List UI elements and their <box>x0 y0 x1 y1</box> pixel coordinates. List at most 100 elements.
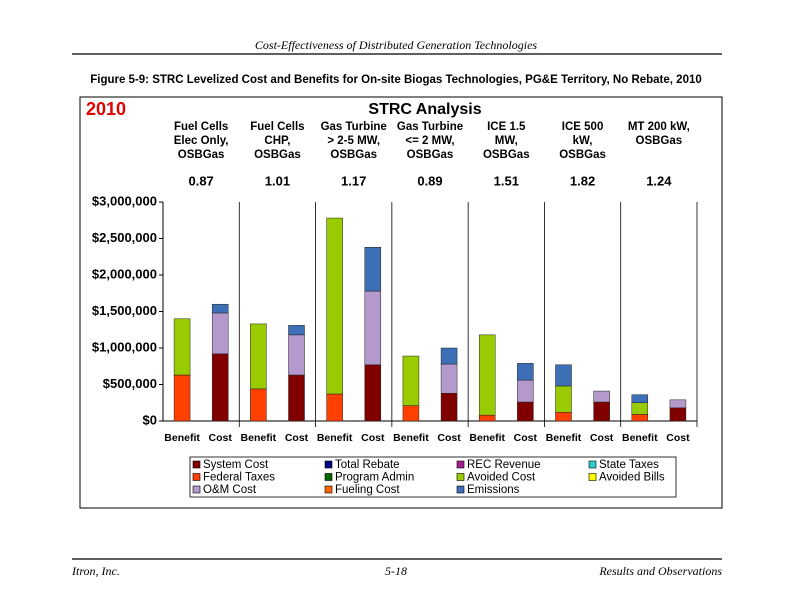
bar-segment <box>173 374 191 422</box>
group-label: OSBGas <box>407 149 454 161</box>
legend-swatch <box>456 485 465 494</box>
legend-swatch <box>192 460 201 469</box>
bar-segment <box>364 290 382 366</box>
legend-label: Program Admin <box>335 472 414 484</box>
bar-segment <box>288 334 305 376</box>
y-tick-label: $2,500,000 <box>92 230 157 245</box>
legend-swatch <box>324 485 333 494</box>
x-tick-label: Cost <box>437 432 461 444</box>
legend-label: REC Revenue <box>467 459 541 471</box>
legend-label: Emissions <box>467 484 520 496</box>
bar-segment <box>364 364 382 422</box>
legend-label: O&M Cost <box>203 484 257 496</box>
bar-segment <box>211 353 229 422</box>
group-label: OSBGas <box>483 149 530 161</box>
bar-segment <box>250 323 267 390</box>
bar-segment <box>517 401 534 422</box>
x-tick-label: Cost <box>209 432 233 444</box>
legend-swatch <box>324 473 333 481</box>
benefit-cost-ratio: 0.87 <box>188 173 213 188</box>
bar-segment <box>211 303 229 314</box>
legend-swatch <box>192 473 201 481</box>
legend-label: Total Rebate <box>335 459 400 471</box>
group-label: > 2-5 MW, <box>327 135 380 147</box>
bar-segment <box>478 334 496 416</box>
bar-segment <box>478 414 496 422</box>
benefit-cost-ratio: 1.17 <box>341 173 366 188</box>
benefit-cost-ratio: 1.01 <box>265 173 290 188</box>
group-label: ICE 500 <box>562 121 604 133</box>
bar-segment <box>402 355 420 406</box>
group-label: OSBGas <box>330 149 377 161</box>
legend-label: State Taxes <box>599 459 659 471</box>
group-label: CHP, <box>264 135 290 147</box>
bar-segment <box>555 364 572 387</box>
group-label: OSBGas <box>254 149 301 161</box>
bar-segment <box>288 325 305 336</box>
y-tick-label: $2,000,000 <box>92 266 157 281</box>
x-tick-label: Benefit <box>393 432 429 444</box>
chart-frame <box>79 96 723 509</box>
y-tick-label: $500,000 <box>103 376 157 391</box>
bar-segment <box>173 318 191 376</box>
legend-swatch <box>588 460 597 469</box>
benefit-cost-ratio: 1.51 <box>494 173 519 188</box>
footer-center: 5-18 <box>385 564 407 578</box>
bar-segment <box>517 379 534 403</box>
bar-segment <box>555 411 572 422</box>
group-label: MT 200 kW, <box>628 121 690 133</box>
benefit-cost-ratio: 1.82 <box>570 173 595 188</box>
bar-segment <box>631 414 649 422</box>
x-tick-label: Cost <box>285 432 309 444</box>
x-tick-label: Cost <box>361 432 385 444</box>
group-label: Fuel Cells <box>174 121 228 133</box>
x-tick-label: Cost <box>514 432 538 444</box>
group-label: Fuel Cells <box>250 121 304 133</box>
bar-segment <box>402 405 420 422</box>
benefit-cost-ratio: 0.89 <box>417 173 442 188</box>
bar-segment <box>250 388 267 422</box>
footer-right: Results and Observations <box>598 564 722 578</box>
bar-segment <box>288 374 305 422</box>
group-label: Elec Only, <box>174 135 229 147</box>
x-tick-label: Benefit <box>164 432 200 444</box>
y-tick-label: $1,000,000 <box>92 339 157 354</box>
legend-swatch <box>588 473 597 481</box>
x-tick-label: Benefit <box>546 432 582 444</box>
bar-segment <box>326 217 343 395</box>
legend-label: Federal Taxes <box>203 472 275 484</box>
group-label: MW, <box>495 135 518 147</box>
group-label: <= 2 MW, <box>405 135 454 147</box>
x-tick-label: Benefit <box>241 432 277 444</box>
bar-segment <box>669 399 687 409</box>
bar-segment <box>631 394 649 404</box>
bar-segment <box>517 363 534 381</box>
y-tick-label: $1,500,000 <box>92 303 157 318</box>
bar-segment <box>631 402 649 415</box>
group-label: OSBGas <box>178 149 225 161</box>
bar-segment <box>593 401 610 422</box>
legend-swatch <box>456 460 465 469</box>
legend-swatch <box>456 473 465 481</box>
figure-caption: Figure 5-9: STRC Levelized Cost and Bene… <box>90 74 702 86</box>
bar-segment <box>440 393 458 422</box>
x-tick-label: Cost <box>666 432 690 444</box>
bar-segment <box>440 363 458 394</box>
legend-label: Avoided Bills <box>599 472 665 484</box>
legend-swatch <box>324 460 333 469</box>
y-tick-label: $3,000,000 <box>92 193 157 208</box>
x-tick-label: Cost <box>590 432 614 444</box>
bar-segment <box>593 390 610 403</box>
bar-segment <box>669 407 687 422</box>
year-label: 2010 <box>86 99 126 119</box>
group-label: Gas Turbine <box>397 121 463 133</box>
benefit-cost-ratio: 1.24 <box>646 173 672 188</box>
bar-segment <box>211 312 229 355</box>
legend-swatch <box>192 485 201 494</box>
bar-segment <box>440 347 458 365</box>
group-label: ICE 1.5 <box>487 121 526 133</box>
footer-left: Itron, Inc. <box>71 564 120 578</box>
legend-label: System Cost <box>203 459 269 471</box>
